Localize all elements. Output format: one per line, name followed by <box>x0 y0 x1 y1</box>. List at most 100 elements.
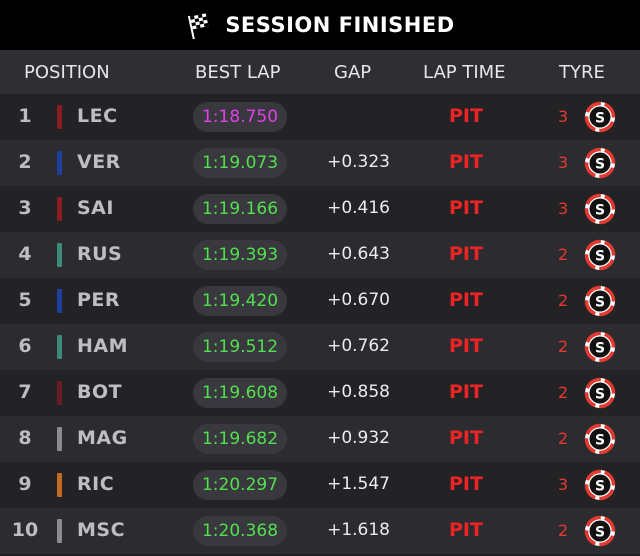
column-position[interactable]: POSITION <box>24 62 110 83</box>
tyre-compound-letter: S <box>595 387 605 403</box>
lap-time-status: PIT <box>449 243 483 265</box>
lap-time-status: PIT <box>449 289 483 311</box>
table-row[interactable]: 5 PER 1:19.420 +0.670 PIT 2 S <box>0 278 640 324</box>
soft-tyre-icon: S <box>584 239 616 271</box>
position-number: 6 <box>18 335 32 357</box>
column-lap-time[interactable]: LAP TIME <box>423 62 506 83</box>
session-header: SESSION FINISHED <box>0 0 640 50</box>
lap-time-status: PIT <box>449 151 483 173</box>
soft-tyre-icon: S <box>584 423 616 455</box>
driver-code: MAG <box>77 427 128 449</box>
driver-code: PER <box>77 289 121 311</box>
table-row[interactable]: 10 MSC 1:20.368 +1.618 PIT 2 S <box>0 508 640 554</box>
gap-value: +0.643 <box>327 244 390 264</box>
table-row[interactable]: 9 RIC 1:20.297 +1.547 PIT 3 S <box>0 462 640 508</box>
gap-value: +1.547 <box>327 474 390 494</box>
soft-tyre-icon: S <box>584 469 616 501</box>
soft-tyre-icon: S <box>584 285 616 317</box>
best-lap-time: 1:20.297 <box>193 470 287 500</box>
team-color-bar <box>57 519 62 543</box>
position-number: 8 <box>18 427 32 449</box>
soft-tyre-icon: S <box>584 331 616 363</box>
position-number: 4 <box>18 243 32 265</box>
table-row[interactable]: 3 SAI 1:19.166 +0.416 PIT 3 S <box>0 186 640 232</box>
lap-time-status: PIT <box>449 519 483 541</box>
soft-tyre-icon: S <box>584 147 616 179</box>
table-row[interactable]: 7 BOT 1:19.608 +0.858 PIT 2 S <box>0 370 640 416</box>
timing-board: 1 LEC 1:18.750 PIT 3 S 2 VER 1:19.073 +0.323 PIT 3 S… <box>0 94 640 554</box>
position-number: 2 <box>18 151 32 173</box>
lap-time-status: PIT <box>449 197 483 219</box>
tyre-age: 2 <box>558 429 569 448</box>
best-lap-time: 1:20.368 <box>193 516 287 546</box>
position-number: 9 <box>18 473 32 495</box>
tyre-compound-letter: S <box>595 479 605 495</box>
tyre-age: 2 <box>558 291 569 310</box>
column-tyre[interactable]: TYRE <box>559 62 605 83</box>
driver-code: RIC <box>77 473 115 495</box>
lap-time-status: PIT <box>449 105 483 127</box>
tyre-compound-letter: S <box>595 433 605 449</box>
gap-value: +0.416 <box>327 198 390 218</box>
tyre-age: 3 <box>558 475 569 494</box>
team-color-bar <box>57 197 62 221</box>
column-gap[interactable]: GAP <box>334 62 372 83</box>
tyre-age: 2 <box>558 521 569 540</box>
best-lap-time: 1:19.073 <box>193 148 287 178</box>
lap-time-status: PIT <box>449 381 483 403</box>
soft-tyre-icon: S <box>584 193 616 225</box>
tyre-age: 2 <box>558 383 569 402</box>
best-lap-time: 1:19.166 <box>193 194 287 224</box>
gap-value: +0.932 <box>327 428 390 448</box>
table-row[interactable]: 8 MAG 1:19.682 +0.932 PIT 2 S <box>0 416 640 462</box>
soft-tyre-icon: S <box>584 377 616 409</box>
tyre-compound-letter: S <box>595 295 605 311</box>
gap-value: +0.858 <box>327 382 390 402</box>
session-title: SESSION FINISHED <box>225 13 455 37</box>
team-color-bar <box>57 473 62 497</box>
team-color-bar <box>57 243 62 267</box>
table-row[interactable]: 6 HAM 1:19.512 +0.762 PIT 2 S <box>0 324 640 370</box>
team-color-bar <box>57 335 62 359</box>
tyre-age: 2 <box>558 245 569 264</box>
tyre-compound-letter: S <box>595 249 605 265</box>
tyre-age: 3 <box>558 199 569 218</box>
tyre-compound-letter: S <box>595 203 605 219</box>
team-color-bar <box>57 151 62 175</box>
position-number: 7 <box>18 381 32 403</box>
team-color-bar <box>57 381 62 405</box>
position-number: 5 <box>18 289 32 311</box>
tyre-age: 3 <box>558 153 569 172</box>
tyre-compound-letter: S <box>595 525 605 541</box>
tyre-age: 3 <box>558 107 569 126</box>
lap-time-status: PIT <box>449 427 483 449</box>
gap-value: +0.670 <box>327 290 390 310</box>
team-color-bar <box>57 427 62 451</box>
best-lap-time: 1:19.608 <box>193 378 287 408</box>
table-row[interactable]: 4 RUS 1:19.393 +0.643 PIT 2 S <box>0 232 640 278</box>
tyre-compound-letter: S <box>595 111 605 127</box>
driver-code: HAM <box>77 335 129 357</box>
gap-value: +1.618 <box>327 520 390 540</box>
tyre-age: 2 <box>558 337 569 356</box>
table-row[interactable]: 2 VER 1:19.073 +0.323 PIT 3 S <box>0 140 640 186</box>
best-lap-time: 1:19.420 <box>193 286 287 316</box>
soft-tyre-icon: S <box>584 515 616 547</box>
position-number: 10 <box>11 519 39 541</box>
gap-value: +0.323 <box>327 152 390 172</box>
driver-code: VER <box>77 151 121 173</box>
gap-value: +0.762 <box>327 336 390 356</box>
soft-tyre-icon: S <box>584 101 616 133</box>
best-lap-time: 1:18.750 <box>193 102 287 132</box>
position-number: 1 <box>18 105 32 127</box>
column-best-lap[interactable]: BEST LAP <box>195 62 281 83</box>
team-color-bar <box>57 105 62 129</box>
driver-code: SAI <box>77 197 114 219</box>
column-header-row: POSITION BEST LAP GAP LAP TIME TYRE <box>0 50 640 94</box>
lap-time-status: PIT <box>449 335 483 357</box>
position-number: 3 <box>18 197 32 219</box>
team-color-bar <box>57 289 62 313</box>
best-lap-time: 1:19.682 <box>193 424 287 454</box>
table-row[interactable]: 1 LEC 1:18.750 PIT 3 S <box>0 94 640 140</box>
driver-code: RUS <box>77 243 123 265</box>
